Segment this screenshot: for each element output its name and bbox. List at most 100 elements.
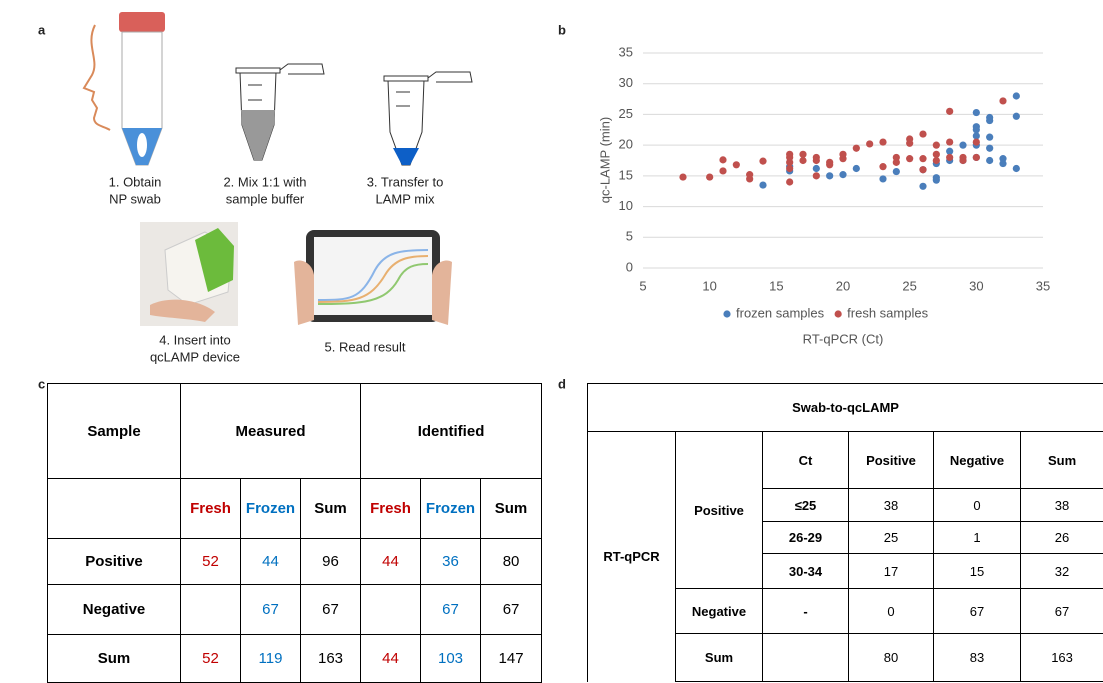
cell: 36 (421, 539, 481, 585)
point (866, 140, 873, 147)
point (786, 151, 793, 158)
point (786, 165, 793, 172)
panel-label: b (558, 22, 566, 37)
header-cell: Fresh (181, 479, 241, 539)
cell: 0 (849, 589, 934, 634)
row-header: 30-34 (763, 554, 849, 589)
x-axis-label: RT-qPCR (Ct) (803, 331, 884, 346)
point (853, 165, 860, 172)
step-caption: 3. Transfer to (367, 174, 444, 189)
point (799, 157, 806, 164)
cell: 52 (181, 539, 241, 585)
row-header: Sum (676, 634, 763, 682)
y-tick-label: 30 (619, 75, 633, 90)
point (973, 132, 980, 139)
point (1013, 92, 1020, 99)
header-cell: Positive (849, 432, 934, 489)
header-cell: Sum (481, 479, 542, 539)
panel-label: a (38, 22, 46, 37)
point (946, 108, 953, 115)
point (746, 171, 753, 178)
step-caption: qcLAMP device (150, 349, 240, 364)
legend-marker (723, 310, 730, 317)
header-cell: Positive (676, 432, 763, 589)
row-header: Sum (48, 635, 181, 683)
face-profile (84, 25, 110, 130)
y-tick-label: 20 (619, 137, 633, 152)
row-header (763, 634, 849, 682)
point (986, 114, 993, 121)
point (933, 174, 940, 181)
header-cell: Identified (361, 384, 542, 479)
cell: 163 (301, 635, 361, 683)
step-caption: 1. Obtain (109, 174, 162, 189)
point (813, 165, 820, 172)
y-tick-label: 5 (626, 229, 633, 244)
point (919, 130, 926, 137)
legend-label: fresh samples (847, 305, 928, 320)
header-cell: Sample (48, 384, 181, 479)
panel-label: d (558, 376, 566, 391)
point (986, 145, 993, 152)
header-cell: Fresh (361, 479, 421, 539)
cell: 25 (849, 522, 934, 554)
point (733, 161, 740, 168)
header-cell: Sum (1021, 432, 1103, 489)
point (919, 155, 926, 162)
legend-label: frozen samples (736, 305, 825, 320)
cell: 163 (1021, 634, 1103, 682)
header-cell: Negative (934, 432, 1021, 489)
point (973, 109, 980, 116)
step-caption: sample buffer (226, 191, 305, 206)
cell: 67 (481, 585, 542, 635)
cell: 44 (241, 539, 301, 585)
point (853, 145, 860, 152)
point (879, 138, 886, 145)
x-tick-label: 15 (769, 278, 783, 293)
swab (137, 133, 147, 157)
cell: 80 (849, 634, 934, 682)
step-caption: NP swab (109, 191, 161, 206)
x-tick-label: 35 (1036, 278, 1050, 293)
cell: 147 (481, 635, 542, 683)
header-cell: Frozen (241, 479, 301, 539)
cell (181, 585, 241, 635)
point (799, 151, 806, 158)
point (879, 163, 886, 170)
tube-rim (384, 76, 428, 81)
cell: 15 (934, 554, 1021, 589)
cell: 103 (421, 635, 481, 683)
point (813, 172, 820, 179)
step-caption: LAMP mix (376, 191, 435, 206)
tube-rim (236, 68, 280, 73)
point (973, 123, 980, 130)
header-cell: Measured (181, 384, 361, 479)
point (826, 172, 833, 179)
point (986, 134, 993, 141)
cell: 67 (421, 585, 481, 635)
point (933, 151, 940, 158)
y-tick-label: 15 (619, 167, 633, 182)
header-cell: RT-qPCR (588, 432, 676, 682)
row-header: Positive (48, 539, 181, 585)
point (999, 97, 1006, 104)
y-tick-label: 10 (619, 198, 633, 213)
point (906, 155, 913, 162)
tube-lid (428, 72, 472, 82)
cell: 1 (934, 522, 1021, 554)
cell: 96 (301, 539, 361, 585)
y-tick-label: 0 (626, 259, 633, 274)
point (986, 157, 993, 164)
tube-lid (280, 64, 324, 74)
hand (294, 261, 314, 325)
cell: 67 (1021, 589, 1103, 634)
tube-cap (119, 12, 165, 32)
point (839, 151, 846, 158)
step-caption: 5. Read result (325, 339, 406, 354)
cell: 67 (934, 589, 1021, 634)
point (706, 173, 713, 180)
y-tick-label: 25 (619, 106, 633, 121)
